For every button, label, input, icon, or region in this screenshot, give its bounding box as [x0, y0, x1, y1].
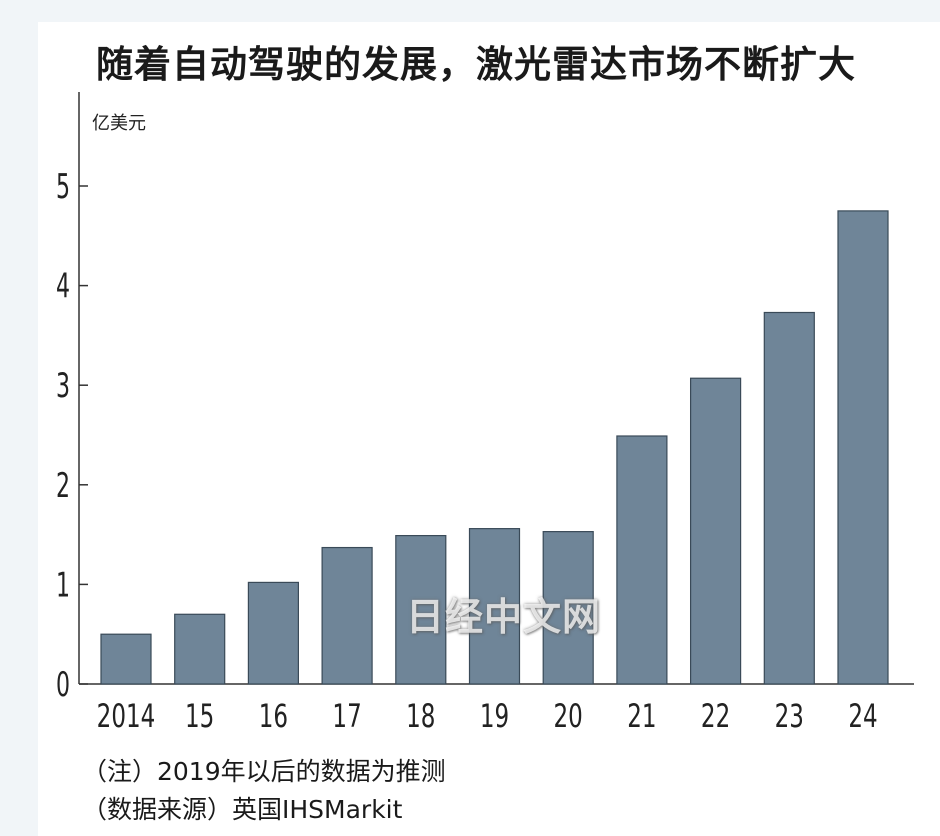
- chart-title: 随着自动驾驶的发展，激光雷达市场不断扩大: [96, 43, 856, 86]
- bar-24: [837, 210, 889, 685]
- bar-2014: [100, 633, 152, 685]
- x-tick-label: 18: [406, 697, 435, 735]
- bar-20: [542, 531, 594, 685]
- bar-22: [689, 377, 742, 685]
- bar-19: [468, 528, 521, 685]
- bar-17: [321, 546, 373, 685]
- bar-23: [763, 311, 815, 685]
- bar-18: [395, 534, 447, 685]
- x-tick-label: 22: [701, 697, 730, 735]
- x-tick-label: 15: [185, 697, 214, 735]
- x-tick-label: 23: [775, 697, 804, 735]
- y-axis-unit-label: 亿美元: [92, 113, 146, 134]
- bar-16: [247, 581, 299, 685]
- bar-21: [616, 435, 668, 685]
- watermark-logo: 日经中文网: [406, 595, 602, 639]
- x-tick-label: 2014: [97, 697, 156, 735]
- y-tick-label: 1: [56, 565, 70, 604]
- x-tick-label: 19: [480, 697, 509, 735]
- y-tick-label: 4: [56, 267, 70, 306]
- x-tick-label: 17: [332, 697, 361, 735]
- bar-15: [174, 613, 226, 685]
- x-tick-label: 20: [554, 697, 583, 735]
- footnote-forecast: （注）2019年以后的数据为推测: [82, 757, 446, 786]
- footnote-source: （数据来源）英国IHSMarkit: [82, 795, 403, 824]
- y-tick-label: 2: [56, 466, 70, 505]
- x-tick-label: 16: [259, 697, 288, 735]
- x-tick-label: 24: [848, 697, 877, 735]
- y-tick-label: 3: [56, 366, 70, 405]
- y-tick-label: 5: [56, 167, 70, 206]
- x-tick-label: 21: [627, 697, 656, 735]
- y-tick-label: 0: [56, 665, 70, 704]
